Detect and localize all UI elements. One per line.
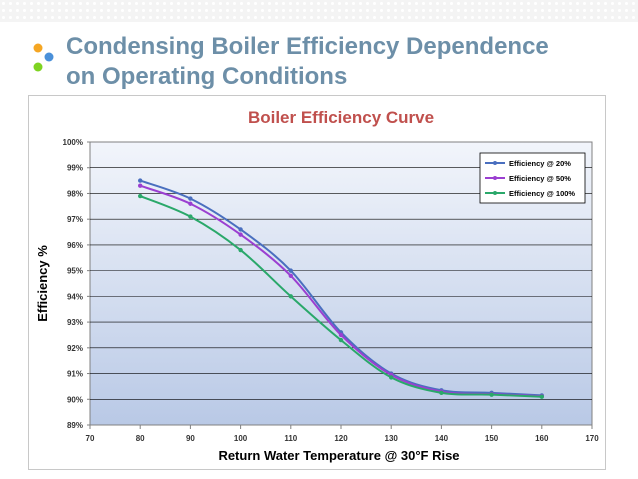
series-3-point (138, 193, 143, 199)
slide-title-line-1: Condensing Boiler Efficiency Dependence (66, 33, 549, 60)
legend-marker-2 (493, 176, 497, 180)
series-1-point (188, 196, 193, 201)
series-3-point (288, 294, 293, 299)
series-3-point (238, 247, 243, 253)
y-tick-label: 94% (67, 292, 83, 301)
series-2-point (238, 232, 243, 237)
y-tick-label: 95% (67, 267, 83, 276)
y-tick-label: 92% (67, 344, 83, 353)
header-dot-pattern (0, 0, 638, 22)
x-tick-label: 130 (385, 434, 399, 443)
chart-frame: Boiler Efficiency Curve 89% 90% 91% 92% 93% 94… (28, 95, 606, 470)
x-tick-label: 80 (136, 434, 145, 443)
logo-dot-orange (33, 43, 43, 53)
logo-dot-green (33, 62, 43, 72)
chart-title: Boiler Efficiency Curve (248, 108, 434, 127)
slide-title: Condensing Boiler Efficiency Dependence … (66, 32, 626, 92)
y-tick-label: 96% (67, 241, 83, 250)
x-tick-label: 70 (86, 434, 95, 443)
series-1-point (238, 227, 243, 232)
slide-title-line-2: on Operating Conditions (66, 63, 348, 90)
x-tick-label: 90 (186, 434, 195, 443)
y-tick-label: 100% (63, 138, 83, 147)
legend-marker-3 (493, 191, 497, 195)
x-tick-label: 110 (284, 434, 297, 443)
logo-dots-icon (33, 43, 54, 72)
y-tick-label: 97% (67, 215, 83, 224)
y-tick-label: 99% (67, 164, 83, 173)
series-2-point (138, 183, 143, 188)
logo-dot-blue (44, 52, 54, 62)
series-3-point (439, 390, 444, 396)
series-3-point (539, 394, 544, 399)
x-tick-label: 120 (334, 434, 348, 443)
series-3-point (188, 214, 193, 219)
x-axis-label: Return Water Temperature @ 30°F Rise (218, 448, 459, 463)
x-tick-label: 100 (234, 434, 248, 443)
y-tick-label: 89% (67, 421, 83, 430)
x-tick-label: 170 (585, 434, 599, 443)
series-2-point (288, 273, 293, 278)
series-3-point (389, 375, 394, 380)
series-2-point (188, 201, 193, 206)
boiler-efficiency-chart: Boiler Efficiency Curve 89% 90% 91% 92% 93% 94… (35, 108, 599, 463)
y-axis-label: Efficiency % (35, 245, 50, 322)
y-tick-label: 90% (67, 395, 83, 404)
series-3-point (338, 337, 344, 343)
legend-marker-1 (493, 161, 497, 165)
x-tick-label: 160 (535, 434, 549, 443)
legend-label-2: Efficiency @ 50% (509, 174, 571, 183)
series-1-point (138, 178, 143, 183)
x-tick-label: 140 (435, 434, 449, 443)
series-3-point (489, 392, 494, 397)
x-tick-label: 150 (485, 434, 499, 443)
legend-label-3: Efficiency @ 100% (509, 189, 575, 198)
y-tick-label: 93% (67, 318, 83, 327)
legend-label-1: Efficiency @ 20% (509, 159, 571, 168)
y-tick-label: 98% (67, 189, 83, 198)
y-tick-label: 91% (67, 370, 83, 379)
series-2-point (338, 332, 344, 338)
series-1-point (288, 268, 293, 273)
